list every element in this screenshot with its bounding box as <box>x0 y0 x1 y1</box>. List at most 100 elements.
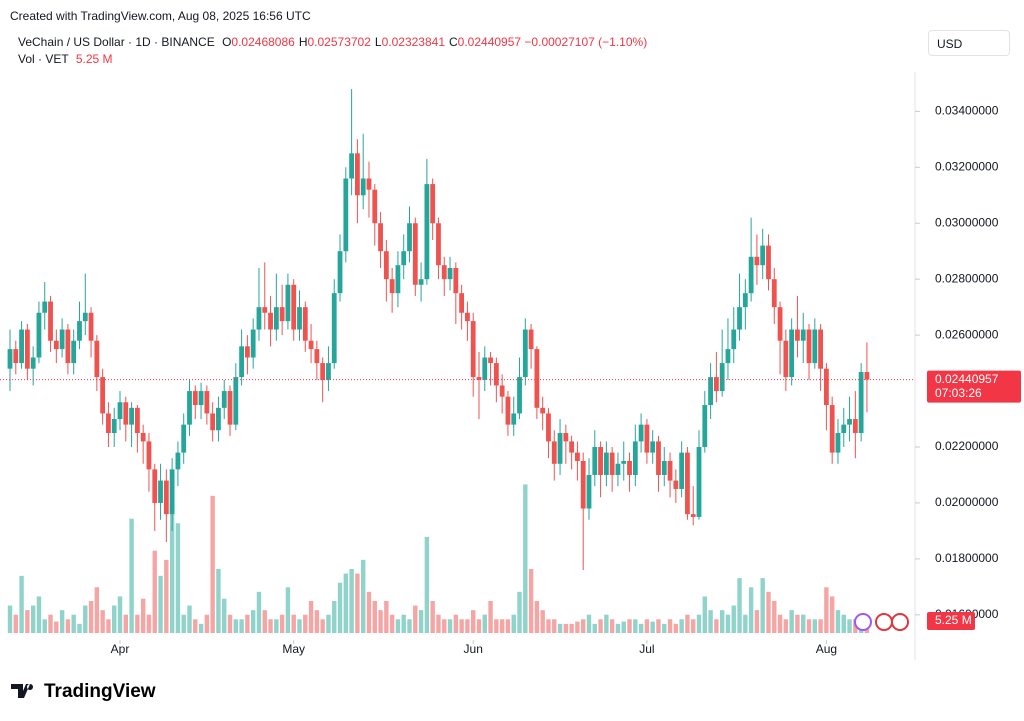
volume-bar <box>83 605 88 633</box>
volume-bar <box>714 619 719 633</box>
volume-bar <box>702 596 707 633</box>
volume-bar <box>540 610 545 633</box>
candle-body <box>129 407 134 425</box>
ohlc-value: 0.02323841 <box>381 35 445 49</box>
volume-bar <box>291 614 296 633</box>
volume-bar <box>146 614 152 633</box>
candle-body <box>818 329 823 369</box>
volume-bar <box>297 619 302 633</box>
volume-bar <box>25 610 30 633</box>
volume-bar <box>627 619 632 633</box>
candle-body <box>343 178 349 252</box>
y-tick-label: 0.03400000 <box>935 104 999 118</box>
candle-body <box>233 377 239 425</box>
volume-bar <box>482 614 487 633</box>
candle-body <box>650 441 656 453</box>
candle-body <box>123 402 129 425</box>
ohlc-value: 0.02468086 <box>231 35 295 49</box>
volume-bar <box>708 610 713 633</box>
candle-body <box>158 480 163 503</box>
candle-body <box>673 480 679 489</box>
volume-bar <box>13 614 18 633</box>
volume-bar <box>7 605 13 633</box>
candle-body <box>852 419 858 434</box>
volume-bar <box>407 619 412 633</box>
candle-body <box>297 307 302 330</box>
y-tick-label: 0.03000000 <box>935 215 999 229</box>
candle-body <box>725 349 731 364</box>
candle-body <box>210 413 216 431</box>
y-tick-label: 0.02200000 <box>935 439 999 453</box>
volume-bar <box>389 614 395 633</box>
change: −0.00027107 (−1.10%) <box>524 35 648 49</box>
volume-bar <box>320 619 325 633</box>
candle-body <box>627 460 632 475</box>
volume-title: Vol · VET <box>18 52 69 66</box>
candle-body <box>430 184 436 224</box>
logo: TradingView <box>11 681 156 702</box>
volume-bar <box>586 614 592 633</box>
candle-body <box>326 363 331 380</box>
candle-body <box>812 329 818 364</box>
volume-bar <box>563 623 569 633</box>
ohlc-value: 0.02440957 <box>457 35 522 49</box>
candle-body <box>847 419 852 425</box>
candle-body <box>360 178 366 196</box>
candle-body <box>106 413 111 434</box>
candle-body <box>685 452 690 515</box>
candle-body <box>476 377 482 380</box>
volume-bar <box>256 591 262 633</box>
event-icon <box>854 613 872 631</box>
y-tick-label: 0.01800000 <box>935 551 999 565</box>
candle-body <box>407 223 412 252</box>
volume-bar <box>465 619 470 633</box>
candle-body <box>661 460 667 475</box>
volume-bar <box>88 601 94 633</box>
x-tick-label: May <box>282 642 305 656</box>
ohlc: O0.02468086 H0.02573702 L0.02323841 C0.0244… <box>218 35 521 49</box>
currency-button[interactable]: USD <box>928 30 1010 56</box>
candle-body <box>800 329 806 341</box>
volume-bar <box>488 601 493 633</box>
volume-bar <box>824 587 829 633</box>
volume-bar <box>685 614 690 633</box>
volume-bar <box>222 598 227 633</box>
volume-bar <box>557 623 563 633</box>
ohlc-value: 0.02573702 <box>307 35 371 49</box>
volume-legend: Vol · VET 5.25 M <box>18 52 113 66</box>
volume-bar <box>760 578 765 633</box>
candle-body <box>789 329 795 378</box>
candle-body <box>77 321 82 341</box>
candle-body <box>134 407 140 434</box>
volume-bar <box>656 619 661 633</box>
candle-body <box>459 293 465 313</box>
candle-body <box>204 391 210 414</box>
volume-bar <box>638 623 644 633</box>
candle-body <box>638 424 644 442</box>
volume-bar <box>193 619 198 633</box>
volume-bar <box>766 591 771 633</box>
candle-body <box>418 279 424 285</box>
candle-body <box>355 153 360 196</box>
volume-bar <box>447 619 453 633</box>
candle-body <box>314 349 320 364</box>
volume-bar <box>314 610 320 633</box>
candle-body <box>117 402 123 420</box>
volume-bar <box>216 569 221 633</box>
volume-bar <box>430 601 435 633</box>
candle-body <box>152 469 158 503</box>
volume-bar <box>725 614 731 633</box>
volume-bar <box>731 605 736 633</box>
candle-body <box>742 293 748 308</box>
volume-bar <box>499 619 505 633</box>
volume-bar <box>59 610 65 633</box>
volume-bar <box>384 601 389 633</box>
candle-body <box>256 307 262 330</box>
volume-bar <box>598 619 603 633</box>
candle-body <box>835 433 841 453</box>
logo-icon <box>11 684 34 698</box>
candle-body <box>795 329 800 341</box>
volume-bar <box>326 614 331 633</box>
candle-body <box>291 284 297 330</box>
